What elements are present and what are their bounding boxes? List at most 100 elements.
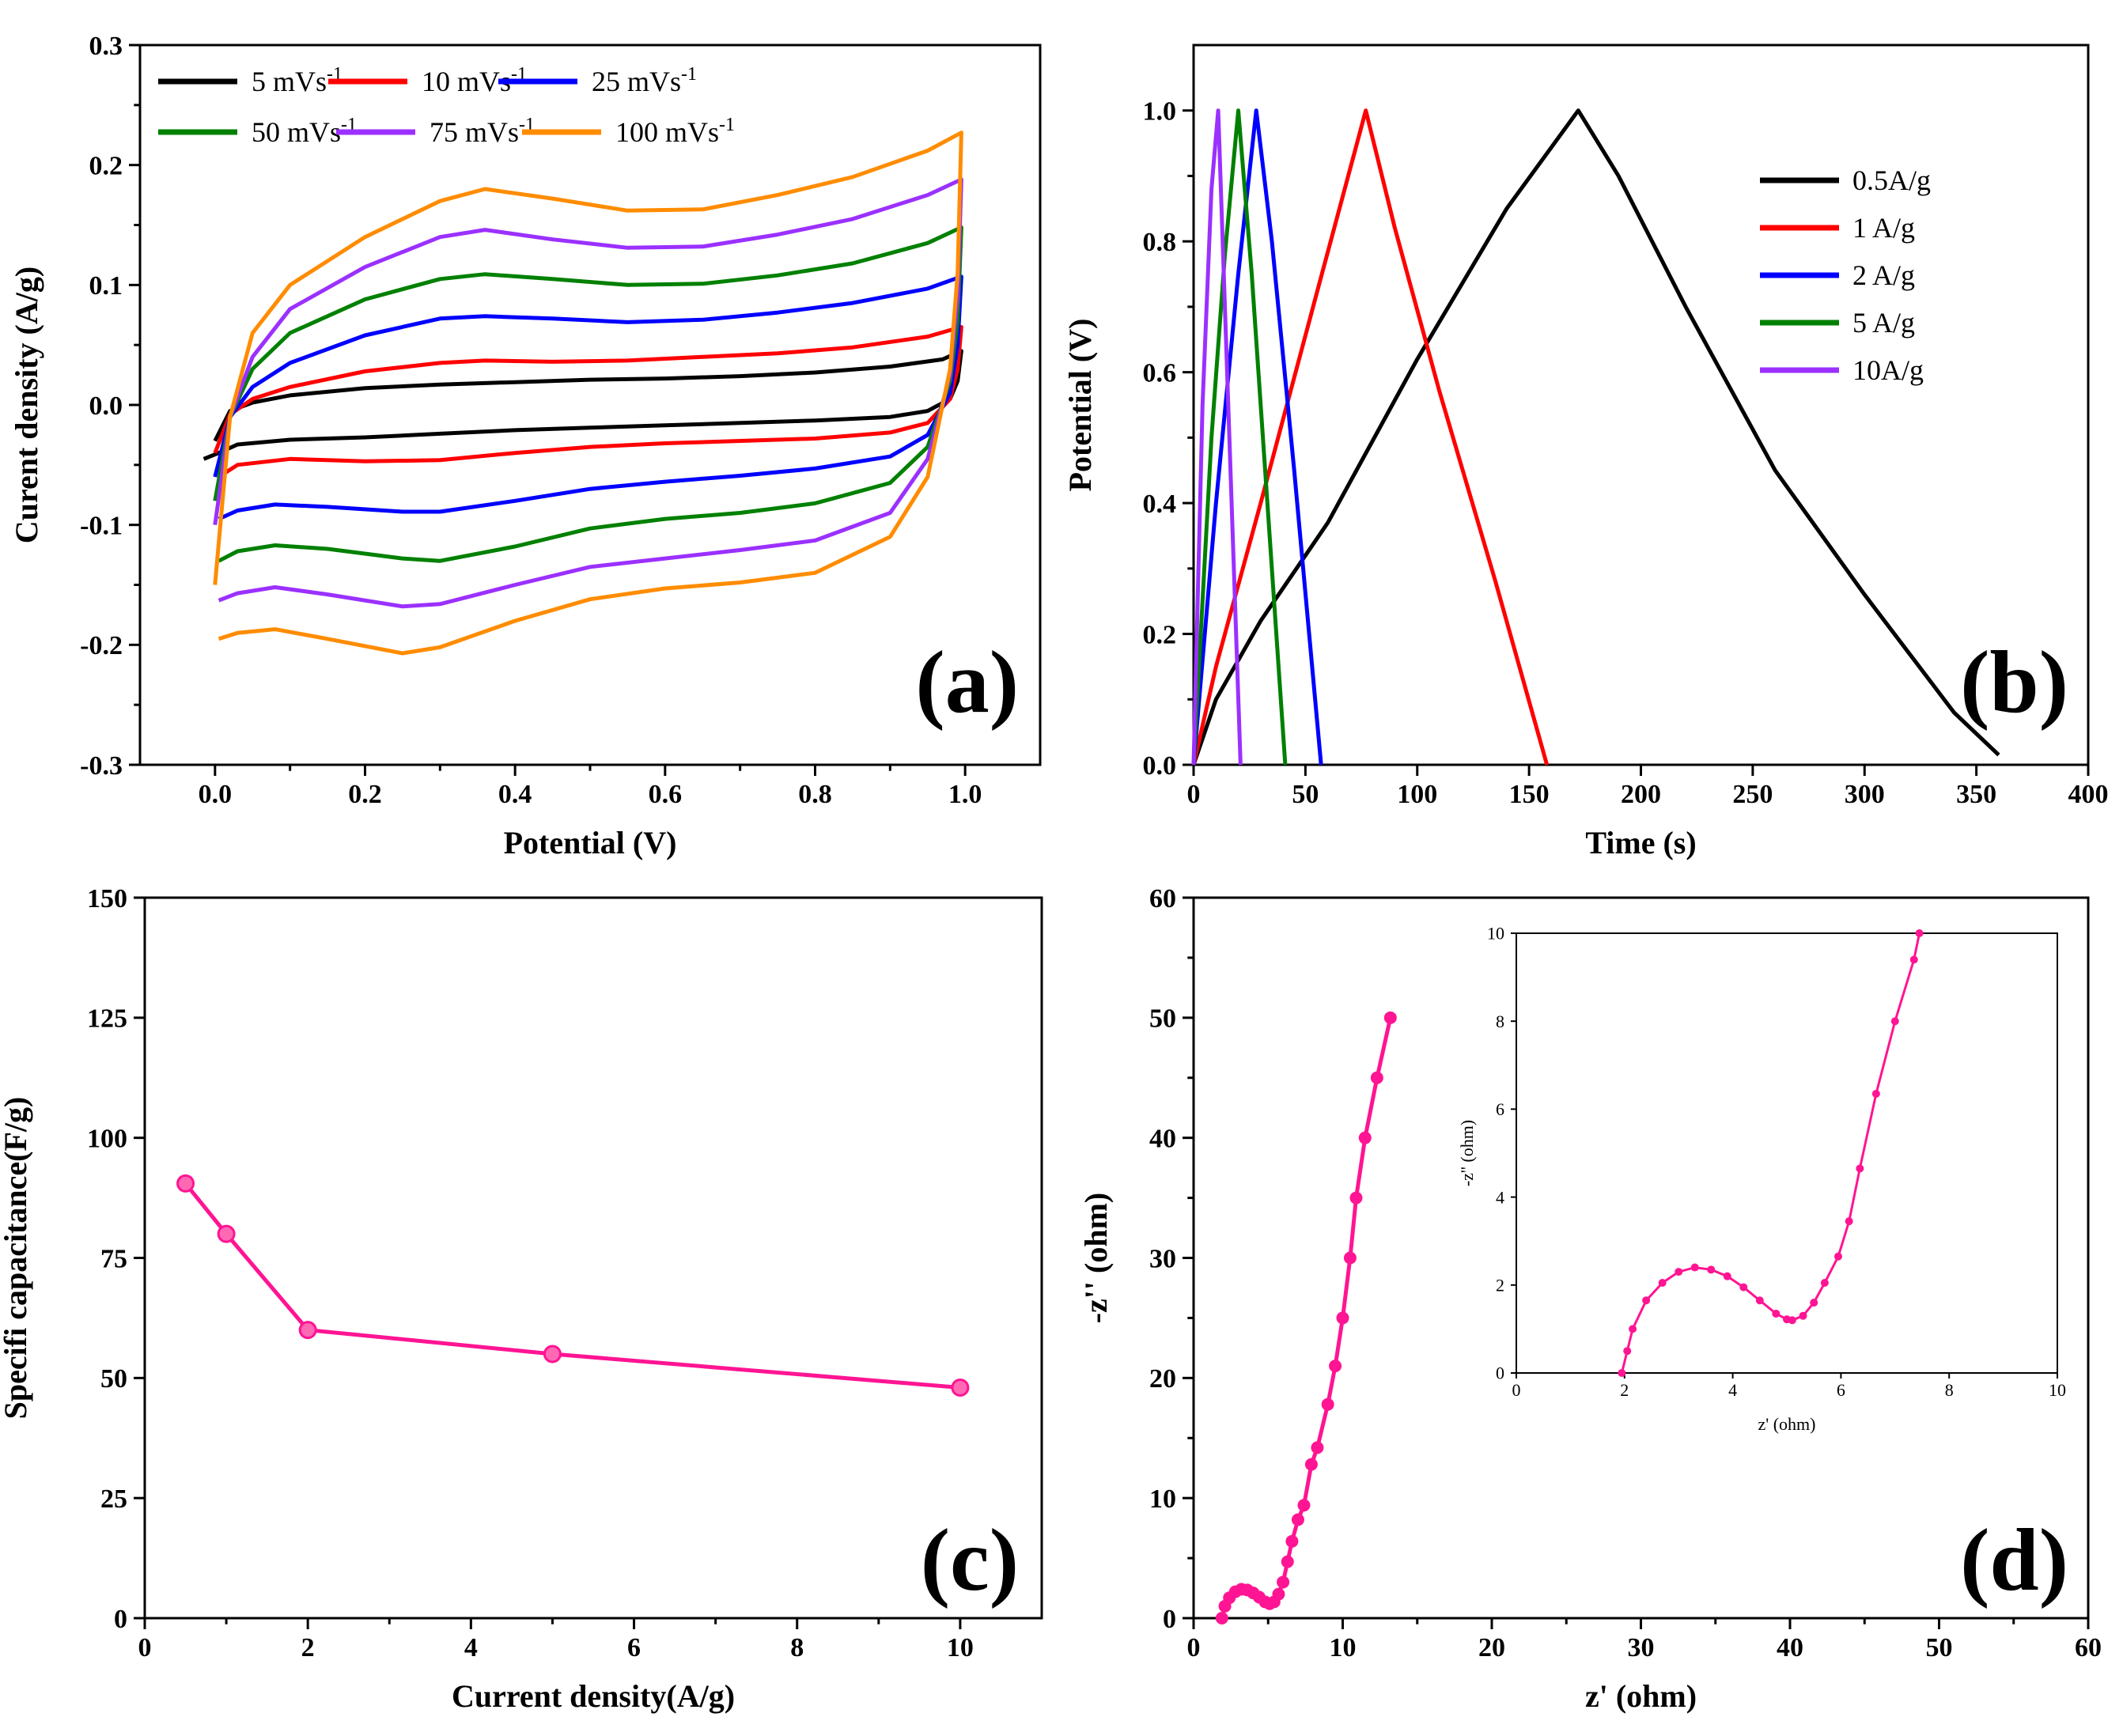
y-axis-label: Curent density (A/g): [9, 267, 44, 543]
x-tick-label: 100: [1397, 780, 1437, 809]
plot-frame: [138, 43, 1042, 766]
x-tick-label: 150: [1509, 780, 1550, 809]
y-tick-label: 0.0: [1143, 751, 1177, 781]
plot-frame: [143, 896, 1043, 1620]
x-axis-label: Time (s): [1585, 825, 1696, 860]
eis-point: [1321, 1397, 1334, 1411]
y-tick-label: 125: [87, 1004, 127, 1034]
x-tick-label: 0.4: [498, 780, 532, 809]
y-tick-label: 50: [100, 1364, 127, 1394]
x-tick-label: 300: [1845, 780, 1885, 809]
inset-eis-point: [1618, 1369, 1626, 1377]
gcd-curve-10A/g: [1191, 108, 1243, 766]
legend-label-main: 75 mVs: [430, 116, 519, 148]
y-tick-label: 75: [100, 1244, 127, 1273]
x-axis-label: Current density(A/g): [452, 1678, 735, 1714]
plot-frame: [1192, 896, 2090, 1620]
eis-point: [1304, 1458, 1318, 1471]
x-tick-label: 0: [1187, 1633, 1201, 1662]
eis-point: [1383, 1011, 1397, 1024]
legend-label-main: 25 mVs: [592, 66, 681, 97]
legend-label: 2 A/g: [1852, 259, 1915, 291]
y-tick-label: 0: [1163, 1605, 1176, 1634]
x-tick-label: 6: [627, 1633, 641, 1662]
x-tick-label: 2: [1620, 1380, 1629, 1400]
y-tick-label: 4: [1496, 1187, 1504, 1207]
x-axis-label: z' (ohm): [1585, 1678, 1697, 1714]
x-tick-label: 0: [138, 1633, 152, 1662]
legend-label: 100 mVs-1: [615, 115, 735, 148]
gcd-curve-5-A/g: [1191, 108, 1288, 766]
y-tick-label: 1.0: [1143, 97, 1177, 127]
y-tick-label: 0.1: [89, 271, 123, 301]
y-tick-label: 2: [1496, 1276, 1504, 1295]
x-tick-label: 30: [1628, 1633, 1655, 1662]
y-axis-label: -z'' (ohm): [1078, 1193, 1114, 1324]
inset-eis-point: [1834, 1252, 1842, 1261]
eis-point: [1358, 1131, 1372, 1144]
y-tick-label: 0.0: [89, 391, 123, 421]
y-tick-label: 0.2: [1143, 620, 1177, 649]
x-tick-label: 2: [301, 1633, 315, 1662]
legend-label-sup: -1: [681, 64, 697, 85]
x-tick-label: 200: [1621, 780, 1661, 809]
cv-curve-10-mVs-1: [213, 324, 963, 479]
y-tick-label: 25: [100, 1484, 127, 1514]
inset-eis-point: [1690, 1263, 1699, 1272]
eis-line: [1220, 1017, 1393, 1619]
y-tick-label: 8: [1496, 1012, 1504, 1031]
gcd-curve-2-A/g: [1191, 108, 1323, 766]
inset-eis-point: [1845, 1217, 1853, 1226]
x-tick-label: 40: [1777, 1633, 1803, 1662]
y-tick-label: 30: [1149, 1244, 1176, 1273]
capacitance-point: [298, 1321, 317, 1340]
panel-label: (c): [921, 1511, 1019, 1609]
legend-label: 10A/g: [1852, 354, 1924, 386]
cv-curve-5-mVs-1: [202, 349, 963, 461]
x-tick-label: 1.0: [948, 780, 982, 809]
inset-eis-point: [1642, 1296, 1651, 1305]
x-tick-label: 250: [1732, 780, 1773, 809]
legend-label-main: 5 mVs: [252, 66, 327, 97]
x-tick-label: 20: [1478, 1633, 1505, 1662]
panel-a-chart: 0.0 0.2 0.4 0.6 0.8 1.0 0.3 0.2 0.1 0.0 -0.1 -0.2 -0…: [9, 32, 1042, 860]
panel-label: (a): [915, 634, 1019, 732]
inset-eis-point: [1755, 1296, 1764, 1305]
x-tick-label: 60: [2075, 1633, 2102, 1662]
inset-eis-point: [1675, 1268, 1683, 1276]
y-tick-label: 40: [1149, 1125, 1176, 1154]
y-tick-label: 0: [1496, 1363, 1504, 1383]
y-tick-label: 20: [1149, 1364, 1176, 1394]
legend-label: 75 mVs-1: [430, 115, 535, 148]
x-tick-label: 6: [1837, 1380, 1845, 1400]
y-tick-label: 0.2: [89, 152, 123, 181]
y-tick-label: -0.1: [80, 512, 123, 541]
x-tick-label: 8: [790, 1633, 804, 1662]
eis-point: [1272, 1587, 1285, 1601]
eis-point: [1291, 1513, 1304, 1526]
y-tick-label: 100: [87, 1125, 127, 1154]
y-tick-label: 0.6: [1143, 359, 1177, 388]
inset-eis-point: [1629, 1325, 1637, 1333]
eis-point: [1336, 1311, 1349, 1325]
capacitance-point: [217, 1224, 236, 1243]
gcd-curve-0.5A/g: [1191, 108, 2000, 766]
inset-eis-point: [1820, 1279, 1829, 1288]
y-tick-label: 50: [1149, 1004, 1176, 1034]
y-tick-label: 0.4: [1143, 490, 1177, 519]
x-tick-label: 0.2: [348, 780, 382, 809]
x-tick-label: 10: [1330, 1633, 1357, 1662]
cv-curve-25-mVs-1: [213, 274, 963, 521]
plot-frame: [1192, 43, 2090, 766]
capacitance-point: [543, 1345, 562, 1363]
y-tick-label: 10: [1149, 1484, 1176, 1514]
x-tick-label: 350: [1956, 780, 1996, 809]
inset-eis-point: [1810, 1299, 1818, 1307]
inset-eis-point: [1890, 1017, 1899, 1026]
capacitance-point: [176, 1174, 195, 1193]
y-tick-label: 0.8: [1143, 228, 1177, 257]
inset-eis-point: [1658, 1279, 1667, 1288]
x-tick-label: 400: [2068, 780, 2109, 809]
